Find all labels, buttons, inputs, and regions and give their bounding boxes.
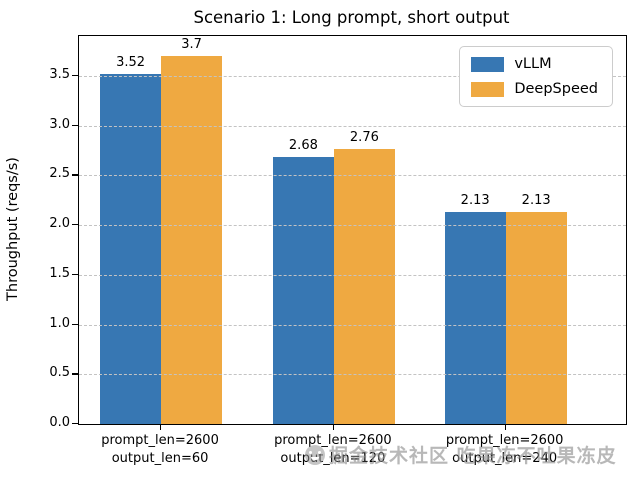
- y-tick-mark: [72, 273, 78, 276]
- y-tick-mark: [72, 224, 78, 226]
- deepspeed-color-swatch: [471, 81, 505, 97]
- x-tick-mark: [160, 424, 162, 430]
- x-tick-label: prompt_len=2600 output_len=60: [101, 433, 219, 466]
- y-tick-mark: [72, 323, 78, 325]
- bar-value-label: 3.52: [116, 54, 146, 70]
- y-tick-mark: [72, 74, 78, 77]
- y-axis-label: Throughput (reqs/s): [5, 157, 21, 301]
- legend-label-deepspeed: DeepSpeed: [514, 81, 598, 97]
- bar-value-label: 3.7: [181, 36, 202, 52]
- x-tick-mark: [504, 424, 507, 430]
- y-tick-label: 0.0: [49, 415, 70, 430]
- vllm-bar: 3.52: [100, 55, 162, 424]
- legend-item-vllm: vLLM: [471, 56, 598, 72]
- plot-area: vLLM DeepSpeed 3.52 3.7 2.68 2.76 2.13 2.13: [78, 35, 627, 425]
- legend-item-deepspeed: DeepSpeed: [471, 81, 598, 97]
- y-tick-label: 3.5: [49, 66, 70, 82]
- deepspeed-bar: 3.7: [161, 37, 223, 424]
- bar-value-label: 2.13: [521, 193, 551, 209]
- y-axis-label-wrap: Throughput (reqs/s): [0, 35, 28, 423]
- x-tick-mark: [332, 424, 335, 430]
- y-tick-mark: [72, 124, 78, 126]
- y-tick-label: 2.5: [49, 166, 70, 182]
- vllm-color-swatch: [471, 56, 505, 72]
- y-tick-mark: [72, 373, 78, 375]
- deepspeed-bar: 2.13: [505, 193, 567, 424]
- deepspeed-bar: 2.76: [333, 130, 395, 424]
- bar-group: 3.52 3.7: [100, 37, 223, 424]
- y-tick-label: 0.5: [49, 365, 70, 381]
- bar-value-label: 2.76: [349, 130, 379, 146]
- y-tick-mark: [72, 174, 78, 176]
- bar-group: 2.68 2.76: [272, 130, 395, 424]
- legend: vLLM DeepSpeed: [459, 46, 613, 107]
- y-tick-label: 1.0: [49, 315, 70, 331]
- chart-title: Scenario 1: Long prompt, short output: [193, 8, 510, 27]
- vllm-bar: 2.68: [272, 138, 334, 424]
- bar-value-label: 2.68: [288, 138, 318, 154]
- y-tick-label: 2.0: [49, 216, 70, 232]
- x-tick-label: prompt_len=2600 output_len=240: [445, 433, 564, 466]
- legend-label-vllm: vLLM: [514, 56, 552, 72]
- y-tick-label: 1.5: [49, 265, 70, 281]
- y-tick-label: 3.0: [49, 116, 70, 132]
- x-tick-label: prompt_len=2600 output_len=120: [274, 433, 392, 466]
- y-tick-mark: [72, 423, 78, 425]
- bar-value-label: 2.13: [460, 193, 490, 209]
- vllm-bar: 2.13: [444, 193, 506, 424]
- bar-group: 2.13 2.13: [444, 193, 567, 424]
